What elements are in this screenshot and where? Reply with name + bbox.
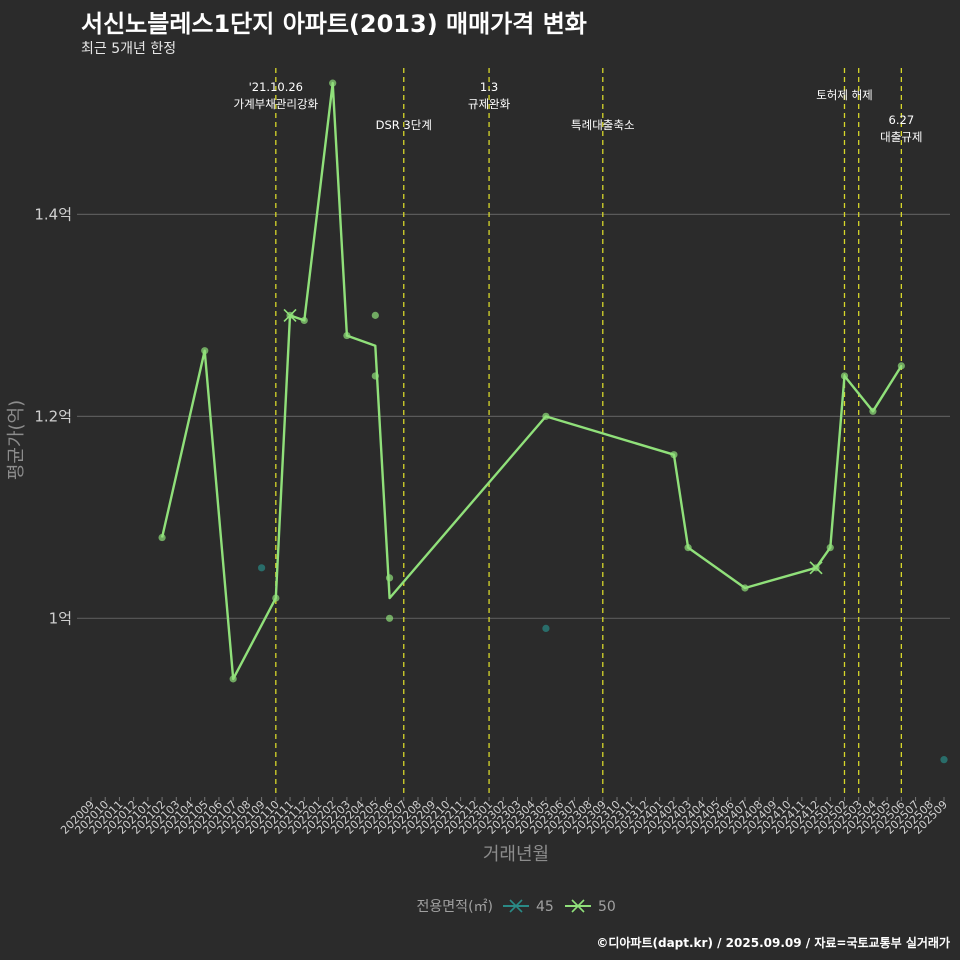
data-point-50 [741,584,749,592]
event-label: 규제완화 [468,97,511,111]
y-axis: 1억 1.2억 1.4억 [34,205,72,627]
event-label: 가계부채관리강화 [233,97,318,111]
data-point-50 [300,316,308,325]
data-point-50 [897,362,905,370]
data-point-50 [542,412,550,420]
data-point-50 [670,451,678,459]
data-point-50 [826,544,834,552]
legend-label-50: 50 [598,899,616,915]
legend-key-cross [571,899,585,913]
cross-stroke [809,561,823,575]
data-point-50 [371,311,379,319]
series-line-50 [160,81,903,681]
series-points [158,79,948,764]
x-axis: 2020092020102020112020122021012021022021… [58,797,950,837]
grid-lines [77,213,950,619]
data-point-50 [329,79,337,87]
event-label: 6.27 [889,113,915,127]
data-point-50 [371,372,379,380]
y-axis-label: 평균가(억) [6,400,27,480]
data-point-50 [385,614,394,622]
event-label: '21.10.26 [249,80,303,94]
event-label: DSR 3단계 [376,118,432,132]
data-point-50 [684,544,692,552]
legend-title: 전용면적(㎡) [417,899,493,915]
data-point-50 [272,594,280,602]
data-point-45 [940,756,948,764]
event-label: 대출규제 [880,130,922,144]
legend-label-45: 45 [536,899,554,915]
data-point-50 [158,533,166,542]
event-label: 토허제 해제 [816,88,873,102]
cross-stroke [283,308,297,322]
data-point-45 [542,624,550,632]
chart-subtitle: 최근 5개년 한정 [81,41,177,57]
source-caption: ©디아파트(dapt.kr) / 2025.09.09 / 자료=국토교통부 실… [596,936,950,950]
data-point-50 [869,407,877,415]
series-lines [160,81,903,681]
data-point-50 [229,675,237,683]
x-axis-label: 거래년월 [483,844,549,865]
event-label: 특례대출축소 [571,118,634,132]
legend: 전용면적(㎡) 45 50 [417,899,616,915]
data-point-50 [385,574,394,582]
data-point-45 [258,564,266,572]
cross-marker [809,561,823,575]
cross-marker [283,308,297,322]
y-tick-label: 1.2억 [34,407,72,425]
legend-key-cross [509,899,523,913]
chart-title: 서신노블레스1단지 아파트(2013) 매매가격 변화 [81,10,587,38]
data-point-50 [201,347,209,355]
y-tick-label: 1억 [49,609,72,627]
event-label: 1.3 [480,80,498,94]
y-tick-label: 1.4억 [34,205,72,223]
data-point-50 [343,331,351,340]
data-point-50 [840,372,849,380]
